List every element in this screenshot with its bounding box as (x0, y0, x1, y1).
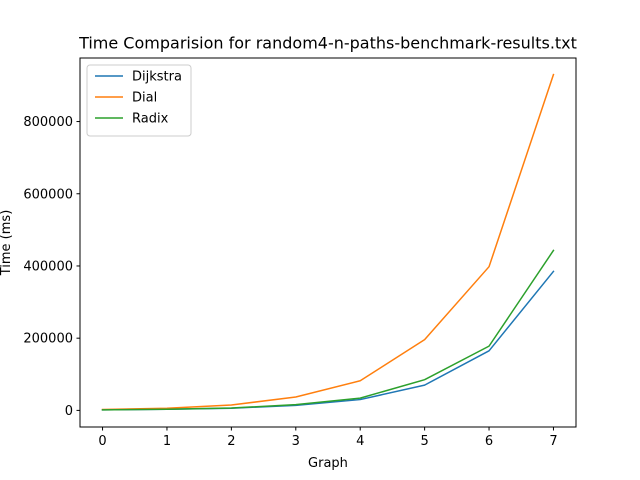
legend-label: Radix (132, 112, 169, 127)
legend-label: Dial (132, 91, 157, 106)
y-tick-label: 200000 (23, 332, 73, 347)
legend: Dijkstra Dial Radix (86, 64, 192, 137)
y-axis-label: Time (ms) (0, 210, 14, 277)
series-line-dial (101, 73, 555, 411)
x-tick-label: 7 (549, 434, 557, 449)
x-axis-label: Graph (308, 456, 348, 471)
chart-title: Time Comparision for random4-n-paths-ben… (78, 34, 577, 53)
x-tick-label: 0 (98, 434, 106, 449)
x-tick-label: 3 (292, 434, 300, 449)
y-tick-label: 800000 (23, 115, 73, 130)
x-tick-label: 6 (485, 434, 493, 449)
x-tick-label: 1 (163, 434, 171, 449)
series-line-radix (101, 249, 555, 411)
x-tick-label: 4 (356, 434, 364, 449)
y-axis: 0 200000 400000 600000 800000 (23, 115, 80, 419)
legend-label: Dijkstra (132, 70, 182, 85)
y-tick-label: 400000 (23, 259, 73, 274)
y-tick-label: 0 (65, 404, 73, 419)
x-axis: 0 1 2 3 4 5 6 7 (98, 427, 558, 449)
x-tick-label: 2 (227, 434, 235, 449)
x-tick-label: 5 (420, 434, 428, 449)
series-layer (101, 73, 555, 411)
y-tick-label: 600000 (23, 187, 73, 202)
